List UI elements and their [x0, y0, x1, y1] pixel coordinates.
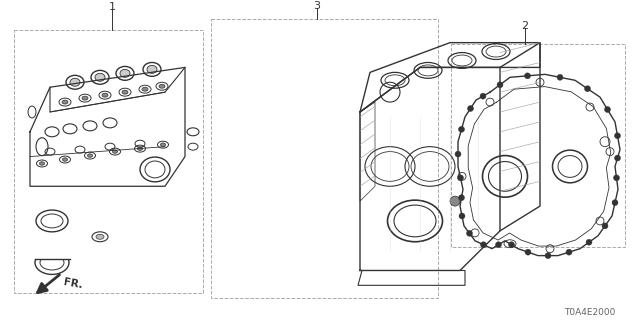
Ellipse shape: [147, 65, 157, 73]
Ellipse shape: [122, 90, 128, 94]
Ellipse shape: [82, 96, 88, 100]
Ellipse shape: [40, 162, 45, 165]
Ellipse shape: [63, 158, 67, 161]
Circle shape: [495, 242, 502, 248]
Text: T0A4E2000: T0A4E2000: [564, 308, 616, 316]
Ellipse shape: [120, 69, 130, 77]
Circle shape: [614, 133, 621, 139]
Ellipse shape: [102, 93, 108, 97]
Circle shape: [481, 242, 486, 248]
Circle shape: [566, 249, 572, 255]
Text: FR.: FR.: [63, 277, 84, 290]
Ellipse shape: [138, 147, 143, 150]
Circle shape: [467, 230, 472, 236]
Circle shape: [545, 253, 551, 259]
Bar: [14, 30, 203, 293]
Bar: [451, 44, 625, 247]
Bar: [211, 19, 438, 298]
Ellipse shape: [113, 150, 118, 153]
Circle shape: [602, 223, 608, 229]
Circle shape: [525, 249, 531, 255]
Text: 1: 1: [109, 2, 115, 12]
Circle shape: [497, 82, 503, 88]
Circle shape: [455, 151, 461, 157]
Circle shape: [584, 86, 591, 92]
Circle shape: [458, 175, 463, 181]
Ellipse shape: [159, 84, 165, 88]
Ellipse shape: [142, 87, 148, 91]
Ellipse shape: [95, 73, 105, 81]
Circle shape: [586, 239, 592, 245]
Ellipse shape: [161, 143, 166, 147]
Circle shape: [458, 126, 465, 132]
Circle shape: [557, 74, 563, 80]
Circle shape: [458, 195, 465, 201]
Circle shape: [614, 155, 621, 161]
Circle shape: [459, 213, 465, 219]
Circle shape: [480, 93, 486, 99]
Circle shape: [509, 242, 515, 248]
Circle shape: [525, 73, 531, 79]
Circle shape: [450, 196, 460, 206]
Ellipse shape: [62, 100, 68, 104]
Ellipse shape: [70, 78, 80, 86]
Circle shape: [467, 106, 474, 111]
Circle shape: [605, 107, 611, 113]
Bar: [35, 249, 70, 259]
Text: 2: 2: [521, 21, 529, 31]
Text: 3: 3: [314, 1, 320, 11]
Circle shape: [614, 175, 620, 181]
Ellipse shape: [88, 154, 93, 157]
Ellipse shape: [96, 234, 104, 239]
Circle shape: [612, 200, 618, 205]
